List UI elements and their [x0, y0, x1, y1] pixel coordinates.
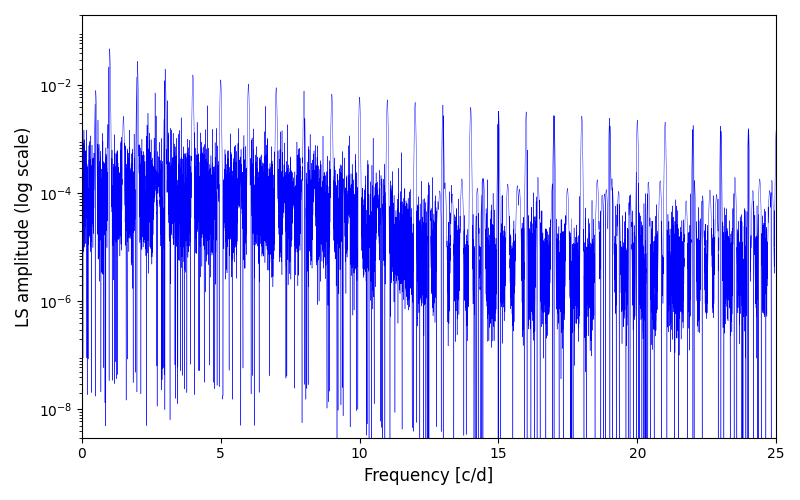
Y-axis label: LS amplitude (log scale): LS amplitude (log scale) — [15, 126, 33, 326]
X-axis label: Frequency [c/d]: Frequency [c/d] — [364, 467, 494, 485]
